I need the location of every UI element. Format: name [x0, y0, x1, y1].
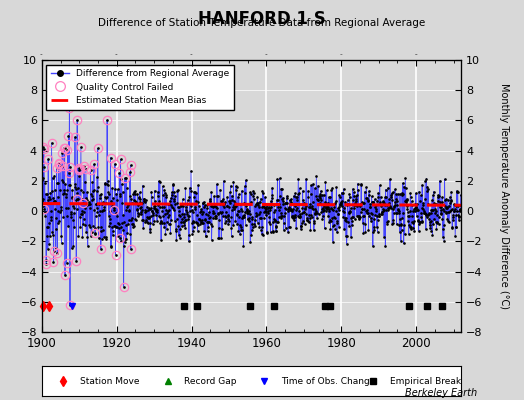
Text: Station Move: Station Move — [80, 376, 139, 386]
Legend: Difference from Regional Average, Quality Control Failed, Estimated Station Mean: Difference from Regional Average, Qualit… — [47, 64, 234, 110]
Text: Empirical Break: Empirical Break — [390, 376, 461, 386]
Text: Record Gap: Record Gap — [184, 376, 237, 386]
Text: Berkeley Earth: Berkeley Earth — [405, 388, 477, 398]
Text: Time of Obs. Change: Time of Obs. Change — [281, 376, 375, 386]
Text: Difference of Station Temperature Data from Regional Average: Difference of Station Temperature Data f… — [99, 18, 425, 28]
Y-axis label: Monthly Temperature Anomaly Difference (°C): Monthly Temperature Anomaly Difference (… — [499, 83, 509, 309]
Text: HANFORD 1 S: HANFORD 1 S — [198, 10, 326, 28]
